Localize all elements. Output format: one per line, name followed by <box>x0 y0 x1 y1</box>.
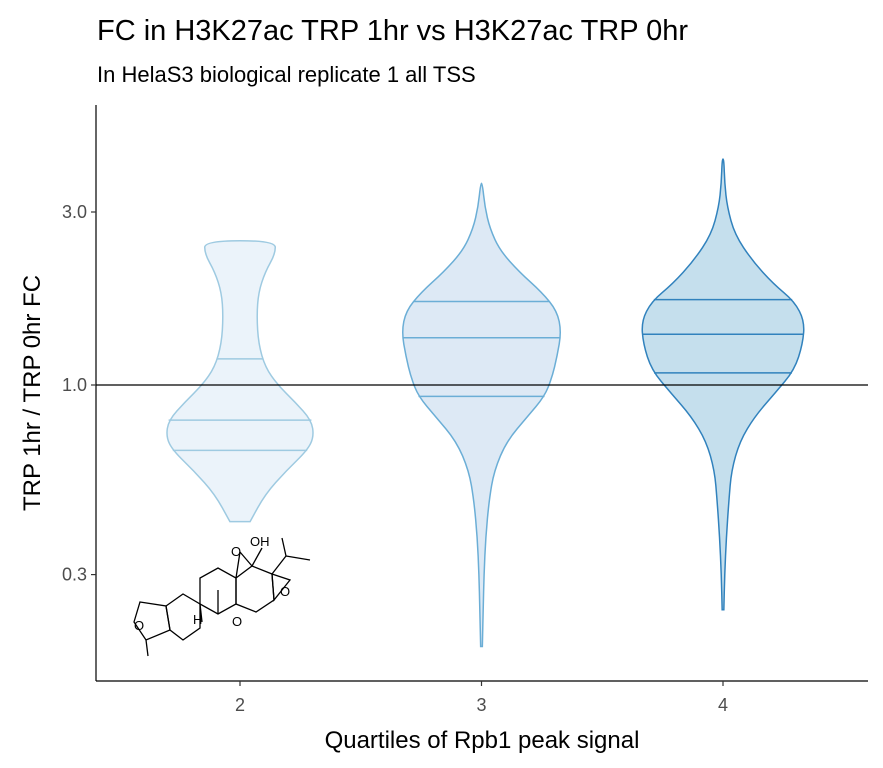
x-axis-title: Quartiles of Rpb1 peak signal <box>325 727 640 754</box>
chart-title: FC in H3K27ac TRP 1hr vs H3K27ac TRP 0hr <box>97 15 688 47</box>
y-tick-label: 0.3 <box>62 565 87 585</box>
x-ticks-layer: 2 3 4 <box>235 681 728 715</box>
isopropyl-bond <box>271 555 287 575</box>
molecule-o-label: O <box>231 544 241 559</box>
epoxide-ring <box>271 573 292 602</box>
ring-c <box>235 565 275 613</box>
violins-layer <box>166 158 805 648</box>
molecule-o-label: O <box>134 618 144 633</box>
chart-subtitle: In HelaS3 biological replicate 1 all TSS <box>97 62 476 87</box>
molecule-oh-label: OH <box>250 534 270 549</box>
carbonyl-bond <box>145 639 149 657</box>
y-tick-label: 3.0 <box>62 202 87 222</box>
epoxide-bond-2 <box>239 551 253 567</box>
lactone-ring <box>133 601 171 641</box>
violin-body <box>166 239 314 523</box>
violin-group <box>166 239 314 523</box>
epoxide-bond-1 <box>235 551 241 579</box>
x-tick-label: 3 <box>476 695 486 715</box>
h-bond <box>199 603 203 623</box>
x-tick-label: 4 <box>718 695 728 715</box>
violin-group <box>402 182 561 648</box>
molecule-h-label: H <box>193 612 202 627</box>
molecule-o-label: O <box>232 614 242 629</box>
y-axis-title: TRP 1hr / TRP 0hr FC <box>19 275 46 511</box>
y-tick-label: 1.0 <box>62 375 87 395</box>
molecule-o-label: O <box>280 584 290 599</box>
x-tick-label: 2 <box>235 695 245 715</box>
molecule-structure-image <box>133 537 311 657</box>
y-ticks-layer: 0.3 1.0 3.0 <box>62 202 96 585</box>
violin-body <box>402 182 561 648</box>
isopropyl-branch-2 <box>285 555 311 561</box>
isopropyl-branch-1 <box>281 537 287 557</box>
hydroxyl-bond <box>251 547 263 567</box>
